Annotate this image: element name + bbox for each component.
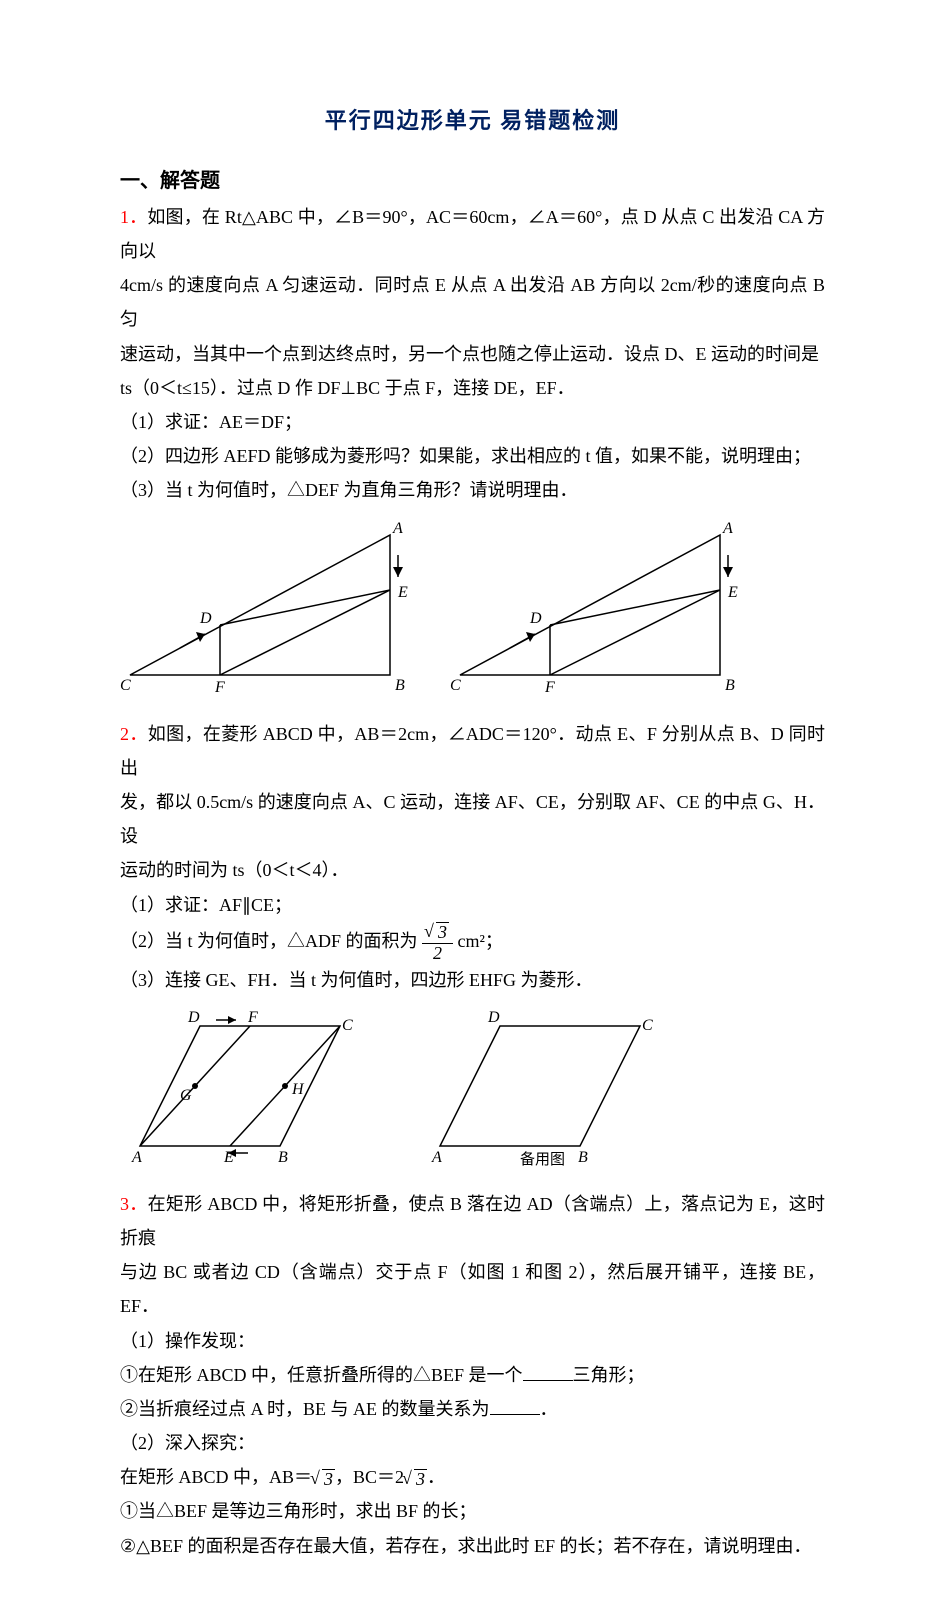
svg-text:F: F [247,1009,258,1026]
q3-line2: 与边 BC 或者边 CD（含端点）交于点 F（如图 1 和图 2），然后展开铺平… [120,1255,825,1323]
q1-sub1: （1）求证：AE＝DF； [120,405,825,439]
blank-1 [523,1362,573,1381]
page-title: 平行四边形单元 易错题检测 [120,100,825,142]
svg-text:C: C [450,677,461,694]
section-header: 一、解答题 [120,162,825,200]
q2-line3: 运动的时间为 ts（0＜t＜4）． [120,853,825,887]
svg-text:A: A [431,1149,442,1166]
svg-text:C: C [120,677,131,694]
q2-sub2: （2）当 t 为何值时，△ADF 的面积为 3 2 cm²； [120,922,825,964]
svg-text:E: E [397,584,408,601]
q2-figure: A B C D E F G H A B C D 备用图 [120,1006,825,1177]
q1-line3: 速运动，当其中一个点到达终点时，另一个点也随之停止运动．设点 D、E 运动的时间… [120,337,825,371]
q3-sub2b: ①当△BEF 是等边三角形时，求出 BF 的长； [120,1494,825,1528]
svg-text:A: A [722,520,733,537]
svg-text:D: D [487,1009,500,1026]
page: 平行四边形单元 易错题检测 一、解答题 1．如图，在 Rt△ABC 中，∠B＝9… [0,0,945,1623]
svg-text:D: D [199,610,212,627]
q1-line1: 1．如图，在 Rt△ABC 中，∠B＝90°，AC＝60cm，∠A＝60°，点 … [120,200,825,268]
q3-sub1a: ①在矩形 ABCD 中，任意折叠所得的△BEF 是一个三角形； [120,1358,825,1392]
svg-text:B: B [725,677,735,694]
svg-text:备用图: 备用图 [520,1151,565,1166]
q3-sub1: （1）操作发现： [120,1324,825,1358]
svg-text:H: H [291,1081,305,1098]
svg-text:F: F [544,679,555,695]
q3-number: 3． [120,1194,148,1214]
q1-sub3: （3）当 t 为何值时，△DEF 为直角三角形？请说明理由． [120,473,825,507]
q1-line4: ts（0＜t≤15）．过点 D 作 DF⊥BC 于点 F，连接 DE，EF． [120,371,825,405]
svg-text:B: B [278,1149,288,1166]
blank-2 [490,1396,540,1415]
q3-sub2: （2）深入探究： [120,1426,825,1460]
svg-text:B: B [395,677,405,694]
q1-figure: A B C D E F A B C D E [120,515,825,706]
svg-text:F: F [214,679,225,695]
q3-sub2a: 在矩形 ABCD 中，AB＝3，BC＝23． [120,1460,825,1494]
svg-text:D: D [529,610,542,627]
svg-text:B: B [578,1149,588,1166]
svg-text:D: D [187,1009,200,1026]
svg-text:G: G [180,1087,192,1104]
q2-number: 2． [120,724,148,744]
q3-sub2c: ②△BEF 的面积是否存在最大值，若存在，求出此时 EF 的长；若不存在，请说明… [120,1529,825,1563]
q1-line2: 4cm/s 的速度向点 A 匀速运动．同时点 E 从点 A 出发沿 AB 方向以… [120,268,825,336]
fraction-sqrt3-over-2: 3 2 [422,922,453,964]
q3-sub1b: ②当折痕经过点 A 时，BE 与 AE 的数量关系为． [120,1392,825,1426]
q2-sub3: （3）连接 GE、FH．当 t 为何值时，四边形 EHFG 为菱形． [120,963,825,997]
svg-text:A: A [392,520,403,537]
q3-line1: 3．在矩形 ABCD 中，将矩形折叠，使点 B 落在边 AD（含端点）上，落点记… [120,1187,825,1255]
q1-sub2: （2）四边形 AEFD 能够成为菱形吗？如果能，求出相应的 t 值，如果不能，说… [120,439,825,473]
q2-sub1: （1）求证：AF∥CE； [120,888,825,922]
svg-text:E: E [223,1149,234,1166]
q1-number: 1． [120,207,147,227]
q2-line2: 发，都以 0.5cm/s 的速度向点 A、C 运动，连接 AF、CE，分别取 A… [120,785,825,853]
q2-line1: 2．如图，在菱形 ABCD 中，AB＝2cm，∠ADC＝120°．动点 E、F … [120,717,825,785]
svg-text:E: E [727,584,738,601]
svg-text:C: C [342,1017,353,1034]
svg-text:C: C [642,1017,653,1034]
svg-text:A: A [131,1149,142,1166]
